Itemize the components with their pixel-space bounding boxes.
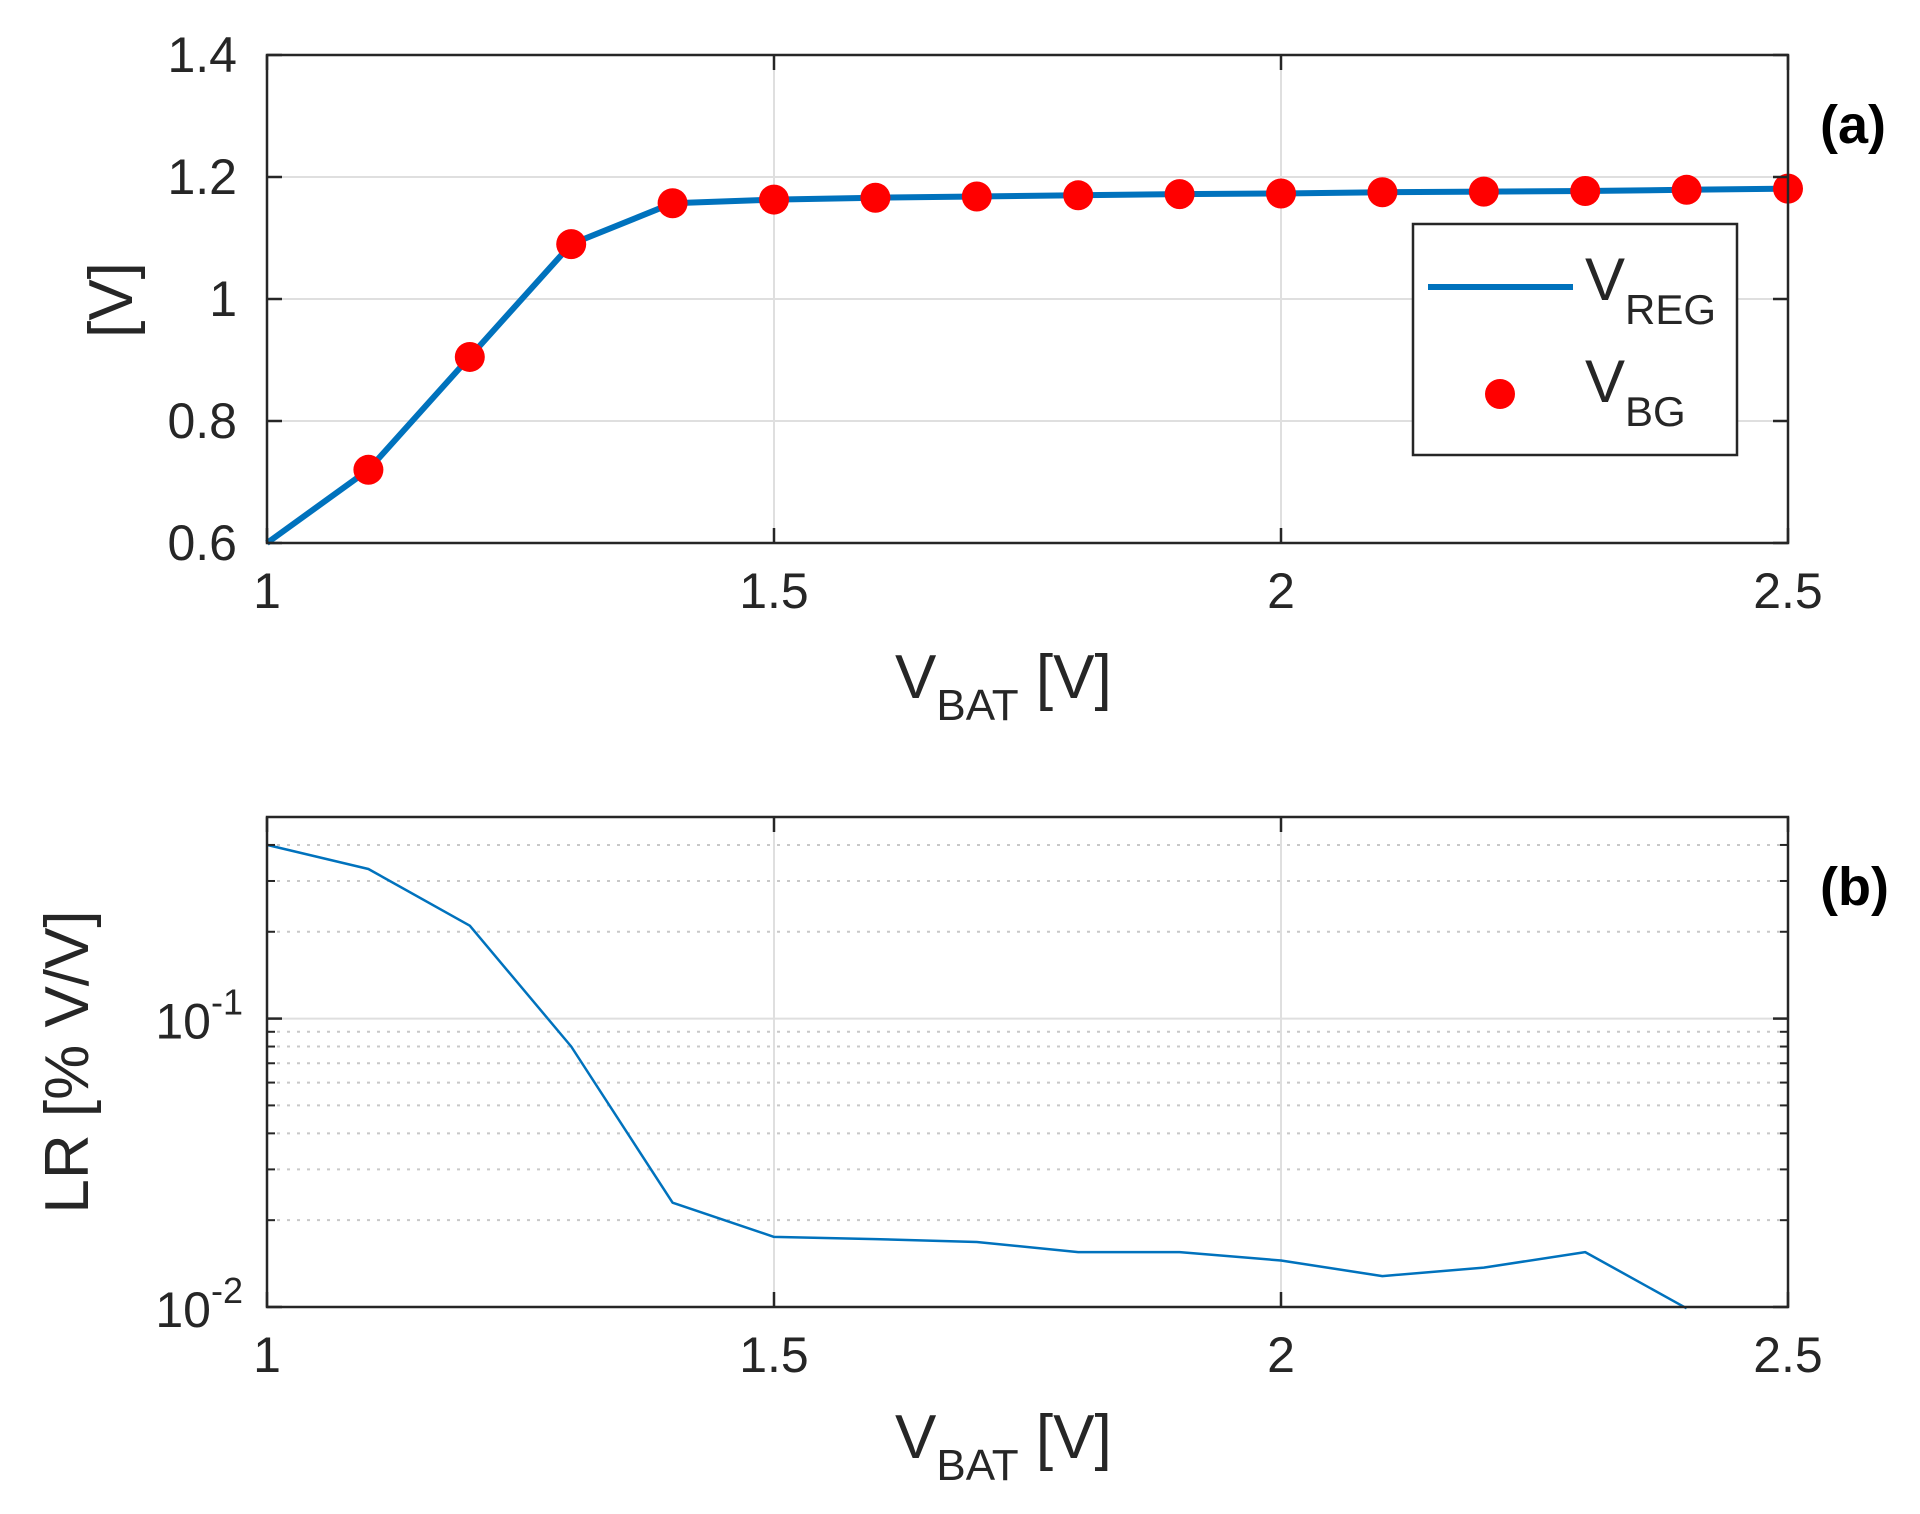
series-vbg-point	[1266, 178, 1296, 209]
chart-b-xtick-label: 2.5	[1753, 1327, 1823, 1383]
series-vbg-point	[353, 454, 384, 485]
chart-a-ytick-label: 1.4	[167, 27, 237, 83]
series-vbg-point	[860, 182, 891, 213]
series-vbg-point	[1468, 176, 1499, 207]
chart-b-y-axis-label: LR [% V/V]	[33, 910, 102, 1213]
series-vreg-line	[265, 185, 1789, 546]
chart-b-xtick-label: 2	[1267, 1327, 1295, 1383]
legend-vreg-label: VREG	[1585, 246, 1716, 333]
chart-a-x-tick-labels: 1 1.5 2 2.5	[253, 563, 1823, 619]
chart-b-axes-box	[265, 815, 1790, 1309]
chart-a-xtick-label: 2.5	[1753, 563, 1823, 619]
chart-a-ytick-label: 0.6	[167, 515, 237, 571]
series-vbg-point	[1570, 176, 1601, 207]
chart-a-legend-box	[1411, 222, 1739, 457]
chart-b-x-tick-labels: 1 1.5 2 2.5	[253, 1327, 1823, 1383]
chart-a: 1 1.5 2 2.5 0.60.811.21.4 VBAT [V] [V] (a) …	[77, 27, 1886, 730]
legend-vbg-label: VBG	[1585, 348, 1686, 435]
series-vbg-point	[1164, 179, 1195, 210]
series-vbg-point	[657, 188, 688, 219]
chart-b-grid	[267, 817, 1788, 1307]
chart-a-ytick-label: 0.8	[167, 393, 237, 449]
series-vbg-point	[759, 184, 789, 215]
chart-b-x-axis-label: VBAT [V]	[895, 1403, 1112, 1490]
series-vbg-point	[1367, 177, 1398, 208]
series-vbg-point	[961, 181, 992, 212]
chart-a-y-axis-label: [V]	[77, 262, 146, 338]
chart-a-ticks	[265, 53, 1790, 545]
legend-vbg-marker-swatch	[1485, 379, 1515, 409]
chart-a-xtick-label: 2	[1267, 563, 1295, 619]
chart-b-xtick-label: 1	[253, 1327, 281, 1383]
chart-a-xtick-label: 1.5	[739, 563, 809, 619]
chart-b: 1 1.5 2 2.5 10-2 10-1 VBAT [V] LR [% V/V] (b…	[33, 815, 1889, 1490]
chart-b-panel-label: (b)	[1820, 857, 1889, 917]
chart-b-plot-area	[267, 817, 1788, 1307]
chart-b-ytick-label: 10-2	[155, 1270, 243, 1338]
chart-a-x-axis-label: VBAT [V]	[895, 643, 1112, 730]
chart-b-series-group	[266, 843, 1688, 1310]
chart-b-ytick-label: 10-1	[155, 982, 243, 1050]
chart-a-ytick-label: 1	[209, 271, 237, 327]
chart-a-ytick-label: 1.2	[167, 149, 237, 205]
chart-a-panel-label: (a)	[1820, 95, 1886, 155]
series-vbg-point	[1671, 174, 1702, 205]
chart-a-y-tick-labels: 0.6 0.8 1 1.2 1.4	[167, 27, 237, 571]
series-vbg-point	[1063, 180, 1094, 211]
series-vbg-point	[454, 341, 485, 372]
chart-a-xtick-label: 1	[253, 563, 281, 619]
chart-b-y-tick-labels: 10-2 10-1	[155, 982, 243, 1338]
chart-b-ticks	[265, 817, 1790, 1309]
chart-b-xtick-label: 1.5	[739, 1327, 809, 1383]
chart-a-legend: VREG VBG	[1411, 222, 1739, 457]
series-lr-line	[266, 843, 1688, 1310]
series-vbg-point	[556, 229, 587, 260]
chart-a-series-group	[265, 173, 1803, 546]
